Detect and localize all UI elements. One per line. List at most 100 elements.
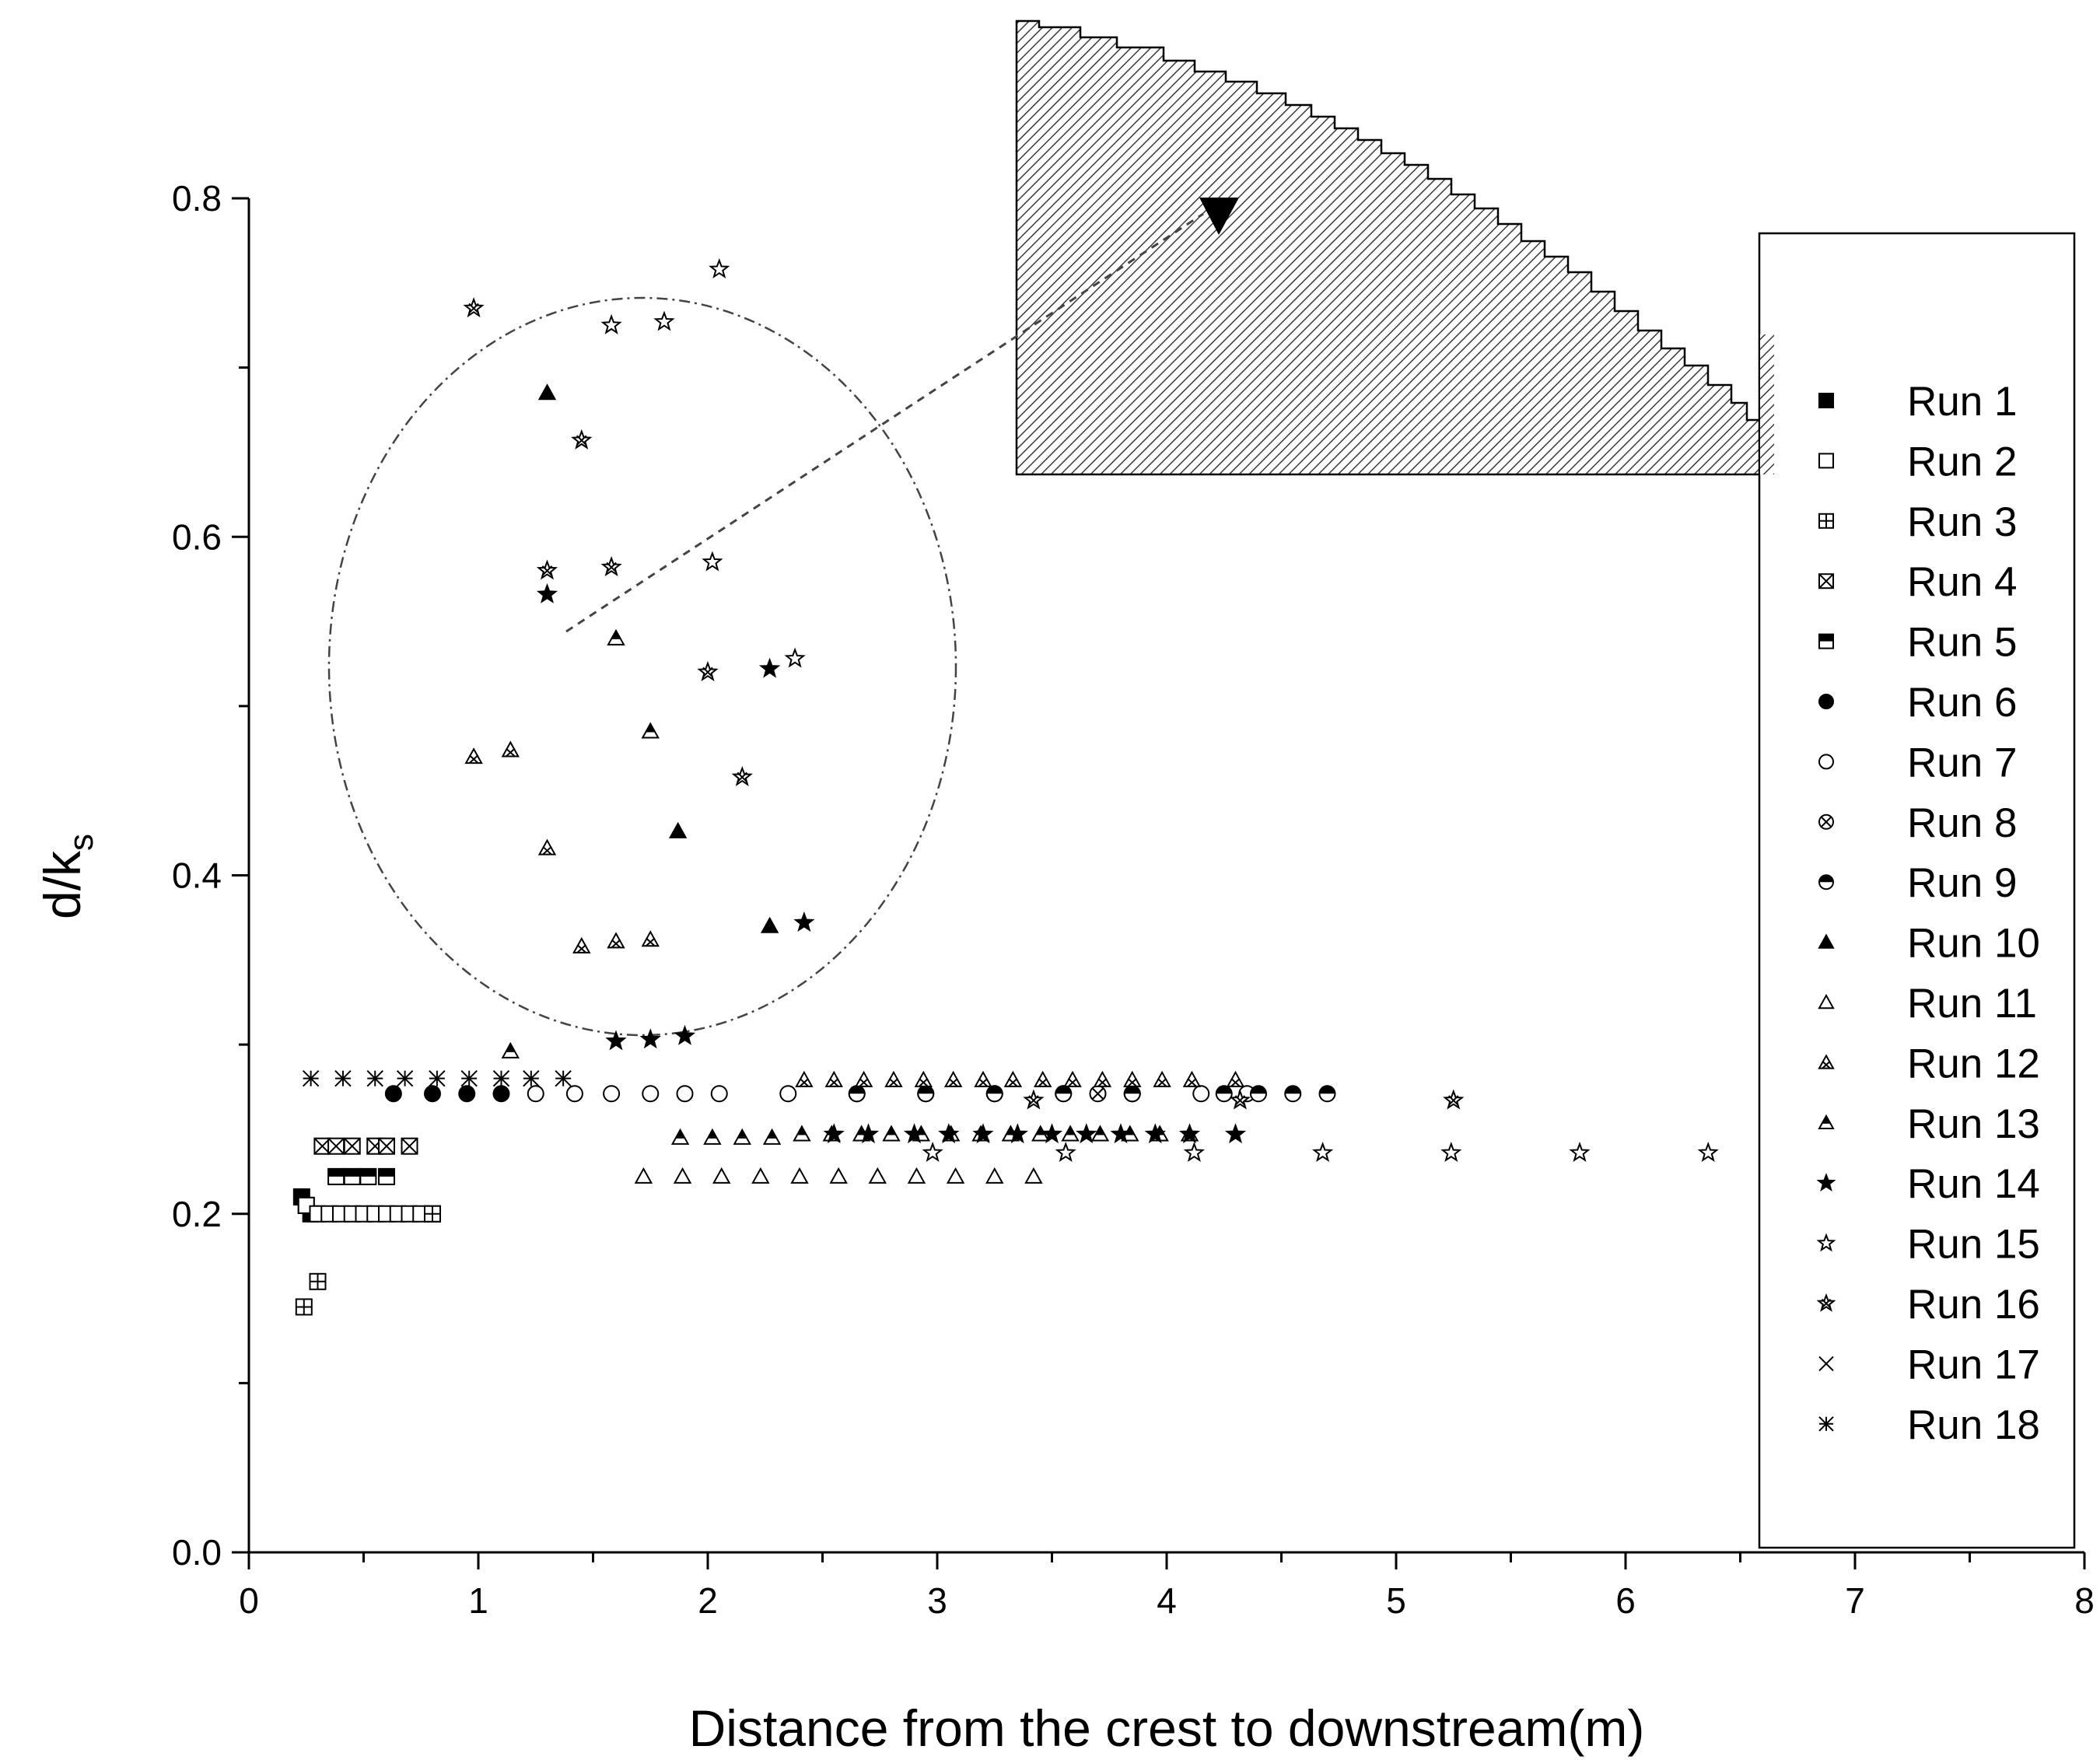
data-point [884, 1070, 903, 1087]
y-tick-label: 0.4 [172, 856, 222, 896]
data-point [343, 1167, 361, 1185]
data-point [492, 1069, 510, 1087]
data-point [903, 1123, 926, 1144]
marker-shape [1818, 933, 1835, 949]
marker-fill [1285, 1086, 1301, 1094]
marker-fill [986, 1086, 1003, 1094]
legend: Run 1 Run 2 Run 3 Run 4 Run 5 Run 6 Run 7 Run 8… [1816, 379, 2040, 1448]
y-axis-ticks: 0.0 0.2 0.4 0.6 0.8 [172, 178, 249, 1573]
marker-fill [328, 1168, 345, 1177]
x-tick-label: 1 [468, 1580, 488, 1621]
data-point [460, 1069, 478, 1087]
marker-fill [1036, 1126, 1045, 1134]
marker-shape [857, 1123, 880, 1144]
marker-stroke [344, 1137, 361, 1155]
marker-shape [1224, 1123, 1247, 1144]
data-point [424, 1085, 441, 1103]
marker-stroke [576, 944, 586, 953]
data-point [334, 1069, 352, 1087]
marker-shape [572, 936, 591, 953]
data-point [536, 583, 558, 604]
data-point [639, 1028, 661, 1049]
marker-shape [634, 1167, 653, 1184]
series-run-7 [527, 1085, 1256, 1103]
marker-fill [1066, 1126, 1075, 1134]
marker-stroke [859, 1078, 869, 1087]
legend-item: Run 15 [1816, 1222, 2040, 1268]
data-point [760, 916, 779, 933]
data-point [600, 556, 622, 576]
marker-stroke [506, 747, 516, 758]
legend-label: Run 4 [1907, 559, 2017, 605]
legend-label: Run 13 [1907, 1101, 2040, 1147]
data-point [1006, 1123, 1028, 1144]
marker-shape [1697, 1142, 1719, 1163]
data-point [1182, 1070, 1202, 1087]
marker-shape [1093, 1070, 1112, 1087]
series-run-10 [537, 383, 779, 933]
data-point [642, 1085, 660, 1103]
marker-shape [537, 838, 557, 856]
legend-label: Run 16 [1907, 1282, 2040, 1328]
data-point [1318, 1085, 1336, 1103]
data-point [795, 1070, 814, 1087]
marker-shape [907, 1167, 926, 1184]
marker-stroke [313, 1137, 331, 1155]
marker-shape [527, 1085, 544, 1103]
legend-label: Run 18 [1907, 1402, 2040, 1448]
marker-shape [603, 1085, 621, 1103]
legend-marker [1818, 933, 1835, 949]
marker-stroke [1821, 1298, 1832, 1309]
y-tick-label: 0.2 [172, 1194, 222, 1234]
legend-item: Run 14 [1816, 1161, 2040, 1207]
marker-shape [641, 930, 660, 947]
data-point [1183, 1142, 1206, 1163]
legend-item: Run 10 [1818, 921, 2040, 967]
marker-shape [884, 1070, 903, 1087]
data-point [712, 1167, 731, 1184]
data-point [1055, 1085, 1073, 1103]
data-point [1144, 1123, 1166, 1144]
marker-stroke [702, 667, 713, 678]
marker-shape [1818, 393, 1834, 408]
marker-shape [1144, 1123, 1166, 1144]
y-tick-label: 0.8 [172, 178, 222, 219]
legend-marker [1818, 754, 1834, 770]
marker-stroke [1038, 1078, 1048, 1087]
marker-shape [854, 1070, 873, 1087]
data-point [697, 660, 719, 682]
data-point [1569, 1142, 1591, 1163]
data-point [907, 1167, 926, 1184]
marker-shape [793, 911, 815, 932]
marker-shape [536, 583, 558, 604]
marker-fill [1096, 1126, 1104, 1134]
legend-item: Run 4 [1818, 559, 2017, 605]
data-point [1090, 1125, 1110, 1142]
marker-shape [1063, 1070, 1082, 1087]
marker-shape [824, 1070, 843, 1087]
data-point [429, 1069, 446, 1087]
marker-shape [938, 1123, 960, 1144]
marker-fill [768, 1129, 776, 1137]
series-run-15 [600, 258, 1719, 1163]
legend-item: Run 9 [1818, 860, 2017, 906]
marker-shape [458, 1085, 476, 1103]
data-point [1024, 1167, 1043, 1184]
data-point [914, 1070, 933, 1087]
data-point [653, 310, 675, 331]
data-point [641, 930, 660, 947]
legend-label: Run 17 [1907, 1342, 2040, 1387]
data-point [938, 1123, 960, 1144]
data-point [1311, 1142, 1334, 1163]
data-point [922, 1142, 943, 1163]
marker-shape [710, 1085, 728, 1103]
series-run-11 [634, 1167, 1043, 1184]
marker-fill [676, 1129, 684, 1137]
x-tick-label: 2 [698, 1580, 718, 1621]
data-point [1153, 1070, 1171, 1087]
data-point [600, 313, 622, 334]
series-run-12 [464, 740, 1245, 1087]
data-point [343, 1137, 361, 1155]
marker-stroke [606, 562, 617, 573]
legend-label: Run 14 [1907, 1161, 2040, 1207]
